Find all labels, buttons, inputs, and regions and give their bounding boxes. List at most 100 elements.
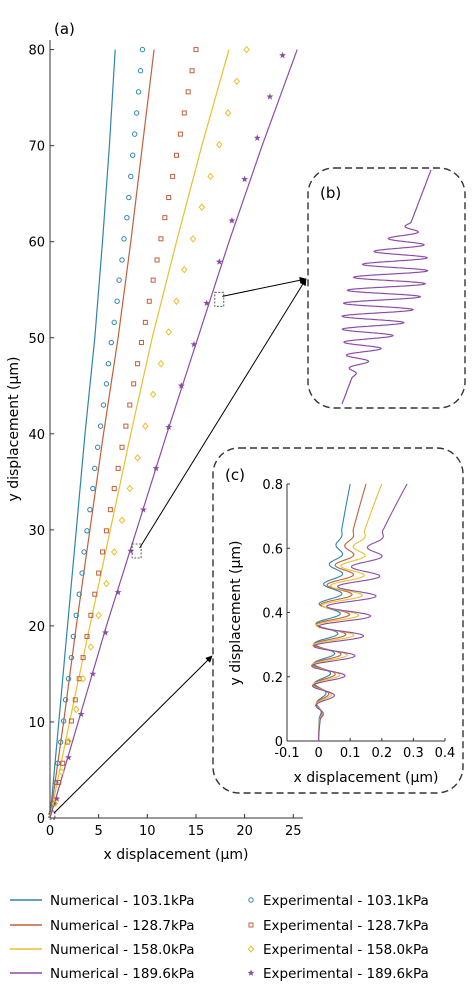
series-markers-experimental-158-0kpa: [51, 45, 250, 808]
series-markers-experimental-189-6kpa: [53, 51, 286, 802]
data-point: [215, 258, 223, 265]
series-line-numerical-103-1kpa: [49, 49, 116, 819]
data-point: [88, 612, 94, 618]
data-point: [68, 654, 75, 661]
data-point: [55, 760, 61, 766]
series-markers-experimental-103-1kpa: [50, 46, 146, 807]
data-point: [89, 670, 97, 677]
data-point: [65, 753, 72, 761]
data-point: [77, 710, 85, 718]
data-point: [123, 423, 129, 429]
data-point: [128, 173, 134, 180]
panel-c-curve-numerical-158-0kpa: [311, 483, 383, 741]
panel-a-y-tick-label: 0: [37, 812, 45, 827]
data-point: [189, 235, 197, 243]
data-point: [193, 47, 199, 53]
data-point: [173, 297, 180, 306]
panel-a-ylabel: y displacement (μm): [6, 356, 22, 501]
data-point: [119, 444, 125, 450]
data-point: [72, 697, 78, 703]
legend-label: Experimental - 158.0kPa: [263, 942, 429, 958]
panel-a-label: (a): [54, 20, 75, 38]
legend-marker-swatch: [248, 922, 254, 928]
data-point: [115, 465, 121, 471]
data-point: [111, 486, 117, 492]
data-point: [149, 390, 157, 399]
panel-c-y-tick-label: 0.8: [262, 478, 283, 493]
data-point: [152, 464, 160, 472]
data-point: [154, 257, 160, 263]
legend-marker-swatch: [247, 969, 255, 976]
data-point: [102, 629, 109, 636]
data-point: [107, 507, 113, 513]
legend-label: Numerical - 128.7kPa: [50, 918, 195, 934]
panel-b-label: (b): [320, 184, 341, 202]
legend-item-numerical-189-6kpa: Numerical - 189.6kPa: [10, 966, 195, 982]
panel-a-y-tick-label: 20: [28, 620, 45, 635]
data-point: [137, 68, 144, 74]
legend-item-experimental-128-7kpa: Experimental - 128.7kPa: [248, 918, 429, 934]
data-point: [121, 236, 127, 242]
data-point: [80, 655, 86, 661]
data-point: [241, 175, 249, 183]
data-point: [87, 506, 93, 513]
data-point: [150, 277, 156, 283]
data-point: [84, 528, 90, 534]
panel-c-x-tick-label: 0.2: [371, 746, 392, 761]
zoom-arrow-to-panel-c: [53, 655, 213, 814]
legend-label: Experimental - 189.6kPa: [263, 966, 429, 982]
series-line-numerical-128-7kpa: [49, 49, 155, 819]
data-point: [111, 319, 117, 326]
panel-a-xlabel: x displacement (μm): [103, 847, 248, 863]
panel-a-series: [49, 45, 298, 819]
data-point: [60, 718, 67, 724]
data-point: [95, 611, 102, 620]
data-point: [165, 328, 172, 336]
data-point: [279, 51, 286, 59]
data-point: [126, 484, 134, 493]
panel-a-x-tick-label: 25: [285, 824, 302, 839]
zoom-arrows: [53, 276, 307, 814]
data-point: [56, 779, 62, 785]
legend-label: Numerical - 103.1kPa: [50, 893, 195, 909]
data-point: [81, 549, 87, 555]
series-markers-experimental-128-7kpa: [51, 47, 199, 807]
data-point: [253, 134, 261, 141]
panel-c-curve-numerical-128-7kpa: [312, 483, 367, 741]
data-point: [51, 799, 59, 808]
data-point: [53, 779, 59, 786]
data-point: [76, 591, 82, 597]
panel-c-axes: -0.1 0 0.1 0.2 0.3 0.400.20.40.60.8: [262, 478, 455, 761]
data-point: [170, 173, 176, 179]
data-point: [166, 195, 172, 201]
data-point: [108, 339, 115, 346]
data-point: [131, 131, 138, 137]
data-point: [53, 795, 61, 802]
data-point: [130, 152, 136, 158]
data-point: [116, 277, 122, 283]
data-point: [92, 465, 98, 472]
data-point: [58, 739, 64, 745]
panel-c-label: (c): [225, 466, 245, 484]
panel-b: (b): [307, 167, 466, 409]
panel-a-x-tick-label: 0: [46, 824, 54, 839]
panel-a-y-tick-label: 40: [28, 428, 45, 443]
panel-c-xlabel: x displacement (μm): [293, 770, 438, 786]
data-point: [118, 516, 126, 525]
data-point: [216, 140, 223, 149]
zoom-box-1: [214, 291, 225, 307]
legend: Numerical - 103.1kPa Experimental - 103.1…: [10, 893, 429, 982]
data-point: [62, 697, 69, 703]
legend-marker-swatch: [248, 897, 254, 903]
panel-a-y-tick-label: 70: [28, 140, 45, 155]
data-point: [94, 444, 101, 450]
panel-a-y-tick-label: 30: [28, 524, 45, 539]
data-point: [181, 265, 188, 274]
data-point: [131, 381, 137, 387]
data-point: [100, 549, 106, 555]
data-point: [90, 485, 96, 492]
data-point: [58, 768, 65, 776]
series-line-numerical-189-6kpa: [49, 49, 298, 819]
panel-c-x-tick-label: 0: [314, 746, 322, 761]
panel-b-zoomed-curve-189-6kpa: [341, 169, 432, 405]
